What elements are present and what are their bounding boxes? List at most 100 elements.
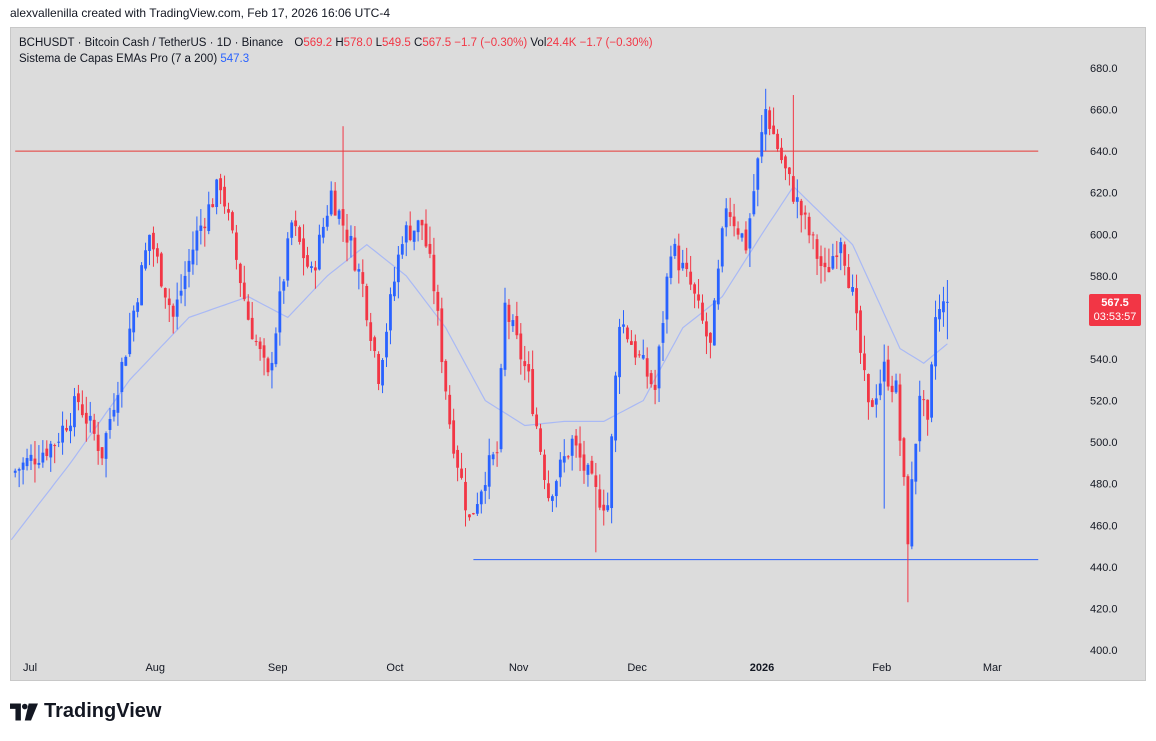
candle-down[interactable] xyxy=(159,251,163,288)
candle-down[interactable] xyxy=(855,274,858,331)
candle-down[interactable] xyxy=(507,298,511,340)
candle-down[interactable] xyxy=(306,246,309,269)
candle-up[interactable] xyxy=(132,305,136,342)
candle-down[interactable] xyxy=(231,210,234,234)
candle-up[interactable] xyxy=(104,431,108,478)
candle-down[interactable] xyxy=(843,241,847,276)
candle-up[interactable] xyxy=(795,179,799,219)
candle-up[interactable] xyxy=(385,323,388,368)
candle-down[interactable] xyxy=(361,259,365,298)
candle-down[interactable] xyxy=(420,219,424,241)
candle-down[interactable] xyxy=(527,351,531,383)
candle-down[interactable] xyxy=(45,440,49,461)
candle-down[interactable] xyxy=(736,221,740,240)
candle-down[interactable] xyxy=(341,126,345,242)
candle-down[interactable] xyxy=(444,359,448,400)
candle-down[interactable] xyxy=(697,279,700,309)
candle-up[interactable] xyxy=(274,327,278,368)
candle-up[interactable] xyxy=(669,245,673,285)
candle-up[interactable] xyxy=(487,438,491,500)
candle-up[interactable] xyxy=(491,451,495,466)
candle-down[interactable] xyxy=(653,369,657,405)
candle-down[interactable] xyxy=(468,514,471,521)
candle-up[interactable] xyxy=(586,463,590,487)
candle-up[interactable] xyxy=(511,314,515,332)
candle-up[interactable] xyxy=(665,273,669,334)
candle-down[interactable] xyxy=(890,375,894,403)
candle-up[interactable] xyxy=(562,439,566,473)
candle-up[interactable] xyxy=(183,261,187,307)
candle-down[interactable] xyxy=(732,203,736,237)
candle-up[interactable] xyxy=(874,384,878,418)
candle-up[interactable] xyxy=(278,276,282,346)
candle-down[interactable] xyxy=(84,396,88,442)
candle-up[interactable] xyxy=(61,411,64,455)
candle-down[interactable] xyxy=(163,287,167,309)
candle-up[interactable] xyxy=(756,157,760,207)
candle-up[interactable] xyxy=(479,489,483,514)
candle-down[interactable] xyxy=(898,373,902,456)
candle-up[interactable] xyxy=(752,174,756,217)
candle-down[interactable] xyxy=(823,247,827,282)
candle-up[interactable] xyxy=(41,440,45,468)
candle-down[interactable] xyxy=(807,212,811,244)
candle-down[interactable] xyxy=(250,301,254,340)
candle-up[interactable] xyxy=(112,393,116,422)
candle-up[interactable] xyxy=(21,457,25,485)
candle-down[interactable] xyxy=(519,323,523,375)
candle-up[interactable] xyxy=(286,232,290,287)
candle-up[interactable] xyxy=(69,412,72,444)
candle-up[interactable] xyxy=(37,445,41,469)
candle-up[interactable] xyxy=(57,432,61,448)
candle-up[interactable] xyxy=(724,198,728,237)
candle-up[interactable] xyxy=(199,209,203,245)
candle-down[interactable] xyxy=(80,390,84,418)
candle-up[interactable] xyxy=(191,231,195,275)
candle-up[interactable] xyxy=(187,248,191,288)
candle-down[interactable] xyxy=(543,449,546,490)
candle-down[interactable] xyxy=(152,226,155,267)
candle-down[interactable] xyxy=(495,441,499,467)
candle-up[interactable] xyxy=(337,208,341,225)
candle-up[interactable] xyxy=(108,407,112,439)
candle-down[interactable] xyxy=(886,345,890,391)
candle-up[interactable] xyxy=(49,440,53,472)
candle-down[interactable] xyxy=(377,351,380,391)
candle-up[interactable] xyxy=(357,263,361,290)
candle-up[interactable] xyxy=(942,286,945,327)
candle-up[interactable] xyxy=(195,216,199,266)
candle-down[interactable] xyxy=(815,234,819,276)
candle-up[interactable] xyxy=(13,468,17,478)
candle-up[interactable] xyxy=(558,452,562,487)
candle-down[interactable] xyxy=(776,129,779,152)
candle-down[interactable] xyxy=(598,474,602,511)
candle-down[interactable] xyxy=(456,445,459,482)
candle-down[interactable] xyxy=(294,210,298,237)
candle-down[interactable] xyxy=(314,260,317,289)
tradingview-brand[interactable]: TradingView xyxy=(10,700,161,723)
candle-down[interactable] xyxy=(262,338,266,376)
candle-up[interactable] xyxy=(622,310,625,334)
candle-up[interactable] xyxy=(554,479,558,508)
candle-down[interactable] xyxy=(784,154,787,181)
candle-down[interactable] xyxy=(353,226,357,272)
candle-down[interactable] xyxy=(436,284,440,326)
candle-up[interactable] xyxy=(175,282,179,330)
candle-up[interactable] xyxy=(404,221,408,257)
candle-down[interactable] xyxy=(333,182,337,216)
candle-down[interactable] xyxy=(835,241,839,269)
candle-up[interactable] xyxy=(740,232,744,242)
candle-up[interactable] xyxy=(483,471,487,504)
candle-down[interactable] xyxy=(819,245,823,284)
candle-down[interactable] xyxy=(156,243,159,264)
candle-up[interactable] xyxy=(851,274,854,296)
candle-down[interactable] xyxy=(223,175,226,214)
candle-up[interactable] xyxy=(499,363,503,453)
candle-down[interactable] xyxy=(258,337,262,361)
candle-down[interactable] xyxy=(96,421,100,465)
candle-up[interactable] xyxy=(17,467,21,488)
candle-down[interactable] xyxy=(685,247,689,277)
candle-up[interactable] xyxy=(73,387,76,437)
candle-up[interactable] xyxy=(503,287,507,377)
candle-down[interactable] xyxy=(171,303,175,334)
